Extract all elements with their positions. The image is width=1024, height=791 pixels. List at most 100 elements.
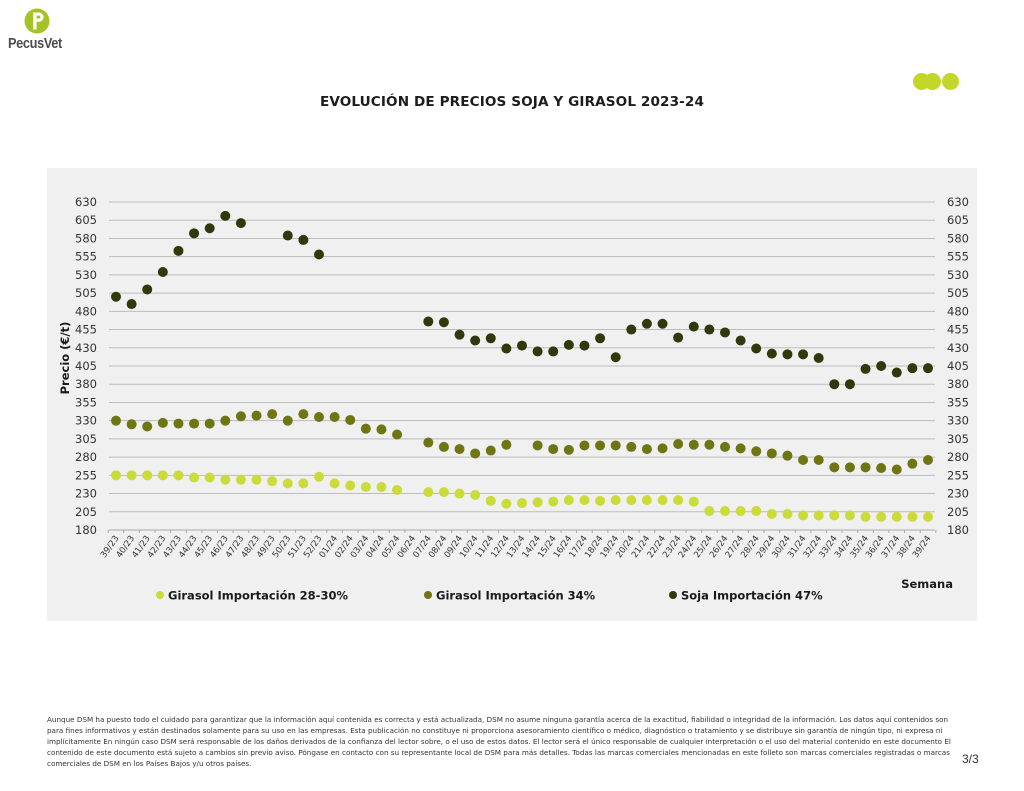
- data-point: [111, 470, 121, 481]
- y-tick-label-left: 530: [75, 268, 97, 282]
- data-point: [423, 316, 434, 327]
- data-point: [423, 437, 434, 448]
- data-point: [751, 506, 762, 517]
- data-point: [610, 440, 621, 451]
- data-point: [423, 487, 434, 498]
- data-point: [688, 439, 699, 450]
- y-tick-label-left: 255: [75, 468, 97, 482]
- data-point: [891, 367, 902, 378]
- data-point: [376, 481, 387, 492]
- data-point: [907, 363, 918, 374]
- data-point: [235, 218, 246, 229]
- data-point: [923, 511, 933, 522]
- data-point: [876, 361, 887, 371]
- data-point: [595, 333, 606, 344]
- y-tick-label-right: 255: [947, 468, 969, 482]
- data-point: [751, 343, 762, 354]
- data-point: [142, 470, 153, 481]
- data-point: [626, 495, 637, 506]
- data-point: [907, 511, 918, 522]
- y-tick-label-right: 605: [947, 213, 969, 227]
- y-axis-right: 630 605 580 555 530 505 480 455 430 405 380 355 330 3…: [947, 195, 969, 537]
- data-point: [220, 474, 231, 485]
- data-point: [376, 424, 387, 435]
- legend: Girasol Importación 28-30% Girasol Import…: [156, 589, 823, 603]
- data-point: [282, 230, 293, 241]
- data-point: [735, 443, 746, 454]
- series-3: [111, 210, 933, 390]
- y-tick-label-right: 205: [947, 505, 969, 519]
- legend-item: Soja Importación 47%: [669, 589, 823, 603]
- data-point: [891, 511, 902, 522]
- data-point: [267, 409, 278, 420]
- data-point: [688, 496, 699, 507]
- y-tick-label-right: 330: [947, 414, 969, 428]
- data-point: [392, 429, 403, 440]
- data-point: [923, 455, 933, 466]
- data-point: [517, 340, 527, 351]
- data-point: [220, 415, 231, 426]
- data-point: [314, 471, 324, 482]
- data-point: [798, 510, 809, 521]
- data-point: [798, 455, 809, 466]
- y-tick-label-left: 580: [75, 231, 97, 245]
- data-point: [111, 415, 121, 426]
- data-point: [235, 411, 246, 422]
- x-axis: 39/2340/2341/2342/2343/2344/2345/2346/23…: [99, 529, 937, 560]
- data-point: [751, 446, 762, 457]
- y-tick-label-right: 355: [947, 395, 969, 409]
- page-title: EVOLUCIÓN DE PRECIOS SOJA Y GIRASOL 2023…: [319, 94, 705, 110]
- data-point: [517, 498, 527, 509]
- data-point: [126, 299, 137, 310]
- data-point: [595, 495, 606, 506]
- data-point: [251, 410, 262, 421]
- data-point: [766, 508, 777, 519]
- data-point: [345, 414, 356, 425]
- data-point: [766, 348, 777, 359]
- y-tick-label-left: 405: [75, 359, 97, 373]
- data-point: [563, 339, 574, 350]
- data-point: [720, 327, 730, 338]
- data-point: [485, 495, 496, 506]
- data-point: [470, 490, 481, 501]
- y-tick-label-left: 605: [75, 213, 97, 227]
- y-tick-label-left: 205: [75, 505, 97, 519]
- legend-marker-icon: [424, 591, 432, 599]
- data-point: [735, 335, 746, 346]
- legend-marker-icon: [669, 591, 677, 599]
- data-point: [298, 409, 309, 420]
- data-point: [844, 510, 855, 521]
- y-tick-label-right: 505: [947, 286, 969, 300]
- data-point: [782, 508, 793, 519]
- data-point: [673, 332, 684, 343]
- brand-name: PecusVet: [8, 36, 62, 52]
- data-point: [173, 418, 184, 429]
- chart-panel: 630 605 580 555 530 505 480 455 430 405 380 355 330 3…: [47, 168, 977, 621]
- y-tick-label-right: 280: [947, 450, 969, 464]
- y-tick-label-right: 630: [947, 195, 969, 209]
- y-tick-label-right: 455: [947, 323, 969, 337]
- data-point: [345, 480, 356, 491]
- data-point: [189, 228, 200, 239]
- data-point: [360, 423, 371, 434]
- y-tick-label-right: 405: [947, 359, 969, 373]
- data-point: [392, 484, 403, 495]
- data-point: [766, 448, 777, 459]
- data-point: [735, 506, 746, 517]
- data-point: [314, 249, 324, 260]
- data-point: [454, 488, 465, 499]
- data-point: [204, 472, 215, 483]
- data-point: [189, 418, 200, 429]
- data-point: [782, 450, 793, 461]
- data-point: [579, 495, 590, 506]
- x-axis-label: Semana: [901, 577, 953, 591]
- legend-label: Soja Importación 47%: [681, 589, 823, 603]
- y-tick-label-right: 305: [947, 432, 969, 446]
- y-tick-label-left: 230: [75, 487, 97, 501]
- data-point: [438, 487, 449, 498]
- data-point: [813, 455, 824, 466]
- data-point: [532, 440, 543, 451]
- data-point: [829, 379, 840, 390]
- y-axis-label: Precio (€/t): [58, 322, 72, 395]
- data-point: [673, 438, 684, 449]
